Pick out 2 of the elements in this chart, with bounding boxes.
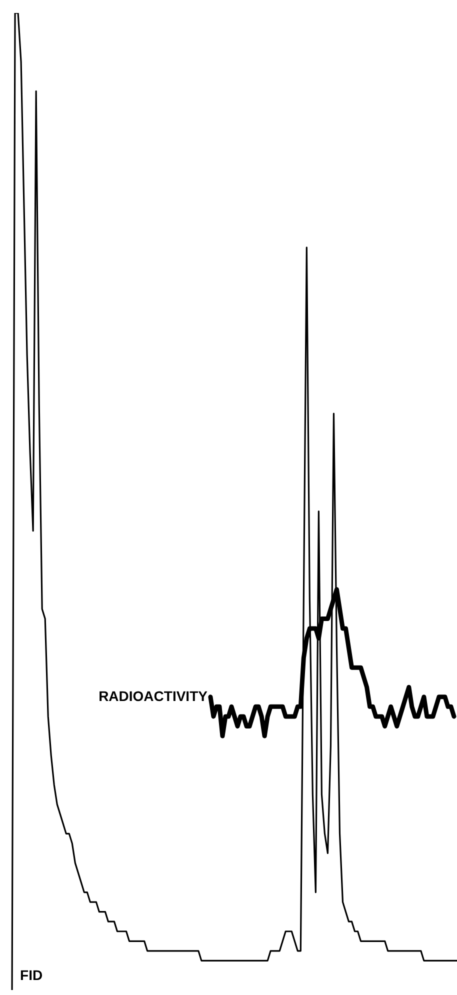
series-label: RADIOACTIVITY [98,688,208,704]
series-label: FID [20,966,43,983]
